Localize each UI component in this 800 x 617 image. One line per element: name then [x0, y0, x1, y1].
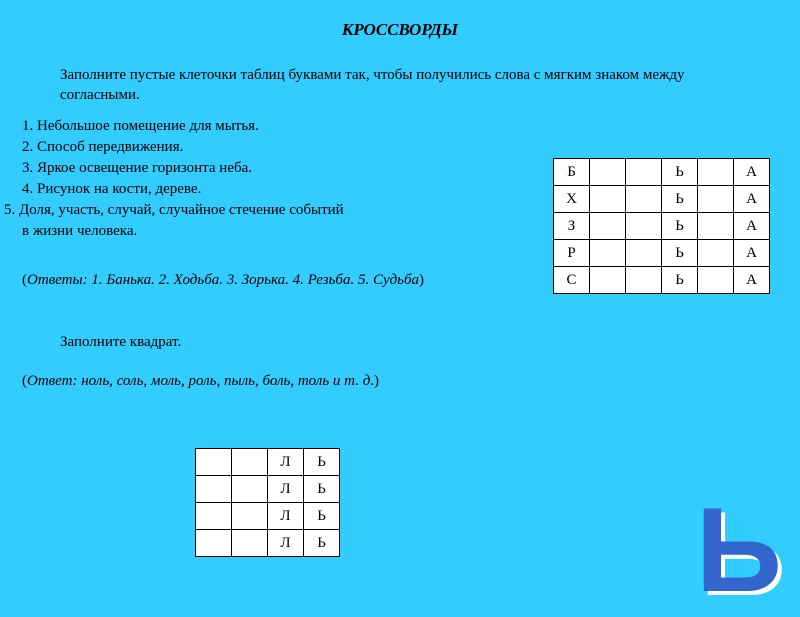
cell	[196, 476, 232, 503]
cell: А	[734, 213, 770, 240]
cell	[698, 213, 734, 240]
cell: А	[734, 186, 770, 213]
cell: Б	[554, 159, 590, 186]
cell: Х	[554, 186, 590, 213]
cell	[590, 213, 626, 240]
cell	[626, 186, 662, 213]
cell: Л	[268, 449, 304, 476]
table-row: ХЬА	[554, 186, 770, 213]
section2-label: Заполните квадрат.	[0, 289, 800, 351]
cell	[590, 186, 626, 213]
cell	[626, 267, 662, 294]
crossword-grid-1: Б Ь А Х Ь А З Ь А Р Ь А С Ь А	[553, 158, 770, 294]
cell	[698, 186, 734, 213]
clue-1: 1. Небольшое помещение для мытья.	[22, 116, 800, 137]
cell: Ь	[662, 159, 698, 186]
cell: Л	[268, 530, 304, 557]
answers2-close: .)	[370, 373, 379, 389]
cell: А	[734, 240, 770, 267]
cell	[196, 530, 232, 557]
cell	[626, 240, 662, 267]
table-row: СЬА	[554, 267, 770, 294]
table-row: ЗЬА	[554, 213, 770, 240]
cell: Ь	[662, 267, 698, 294]
answers2-text: Ответ: ноль, соль, моль, роль, пыль, бол…	[27, 373, 370, 389]
page-title: КРОССВОРДЫ	[0, 0, 800, 40]
table-row: ЛЬ	[196, 476, 340, 503]
cell	[232, 530, 268, 557]
cell: С	[554, 267, 590, 294]
cell: Ь	[304, 503, 340, 530]
table-row: БЬА	[554, 159, 770, 186]
cell	[626, 159, 662, 186]
answers1-close: )	[419, 272, 424, 288]
clue-2: 2. Способ передвижения.	[22, 137, 800, 158]
cell: З	[554, 213, 590, 240]
cell: Ь	[662, 186, 698, 213]
table-row: ЛЬ	[196, 503, 340, 530]
grid1-table: Б Ь А Х Ь А З Ь А Р Ь А С Ь А	[553, 158, 770, 294]
cell: Р	[554, 240, 590, 267]
grid2-table: ЛЬ ЛЬ ЛЬ ЛЬ	[195, 448, 340, 557]
answers-2: (Ответ: ноль, соль, моль, роль, пыль, бо…	[0, 351, 800, 390]
cell	[626, 213, 662, 240]
cell: Ь	[662, 213, 698, 240]
cell: А	[734, 159, 770, 186]
big-letter-decoration: Ь	[696, 490, 782, 610]
cell	[196, 503, 232, 530]
instructions-text: Заполните пустые клеточки таблиц буквами…	[0, 40, 800, 106]
cell	[196, 449, 232, 476]
cell: Ь	[304, 530, 340, 557]
answers1-text: Ответы: 1. Банька. 2. Ходьба. 3. Зорька.…	[27, 272, 419, 288]
cell: А	[734, 267, 770, 294]
cell	[698, 159, 734, 186]
table-row: ЛЬ	[196, 449, 340, 476]
table-row: ЛЬ	[196, 530, 340, 557]
table-row: РЬА	[554, 240, 770, 267]
cell	[590, 240, 626, 267]
cell: Л	[268, 476, 304, 503]
cell	[590, 267, 626, 294]
cell	[232, 503, 268, 530]
cell	[698, 267, 734, 294]
cell: Ь	[662, 240, 698, 267]
cell: Ь	[304, 476, 340, 503]
cell	[698, 240, 734, 267]
cell: Л	[268, 503, 304, 530]
cell	[232, 476, 268, 503]
cell	[232, 449, 268, 476]
cell	[590, 159, 626, 186]
cell: Ь	[304, 449, 340, 476]
crossword-grid-2: ЛЬ ЛЬ ЛЬ ЛЬ	[195, 448, 340, 557]
